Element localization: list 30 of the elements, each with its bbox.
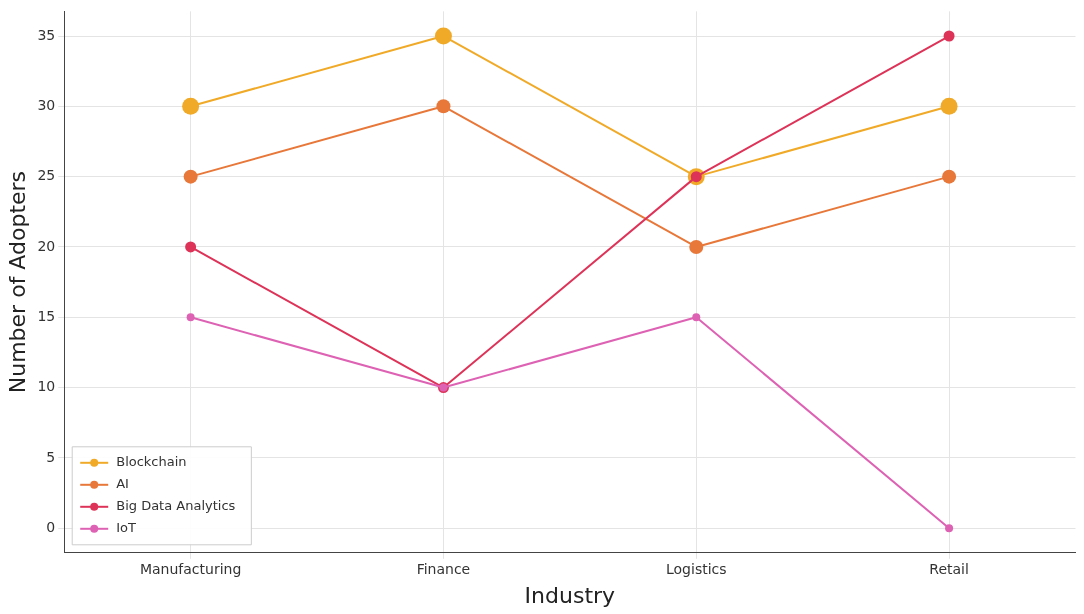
point (942, 169, 957, 184)
x-axis-title: Industry (524, 582, 616, 608)
x-tick-label: Finance (416, 560, 471, 577)
y-tick-label: 10 (37, 378, 56, 395)
legend-label: IoT (116, 520, 136, 536)
point (186, 313, 195, 322)
y-tick-label: 35 (37, 26, 56, 43)
y-tick-label: 5 (46, 448, 56, 465)
point (436, 99, 451, 114)
point (185, 241, 197, 253)
y-tick-label: 0 (46, 518, 56, 535)
point (434, 27, 452, 45)
y-axis-title: Number of Adopters (4, 170, 30, 394)
x-tick-label: Manufacturing (139, 560, 242, 577)
point (940, 97, 958, 115)
point (943, 30, 955, 42)
y-tick-label: 30 (37, 96, 56, 113)
point (945, 524, 954, 533)
x-tick-label: Logistics (665, 560, 727, 577)
legend-label: Big Data Analytics (116, 498, 236, 514)
y-tick-label: 20 (37, 237, 56, 254)
point (182, 97, 200, 115)
legend-label: Blockchain (116, 454, 187, 470)
legend-label: AI (116, 476, 129, 492)
y-tick-label: 15 (37, 307, 56, 324)
point (183, 169, 198, 184)
point (689, 239, 704, 254)
x-tick-label: Retail (929, 560, 969, 577)
point (692, 313, 701, 322)
y-tick-label: 25 (37, 167, 56, 184)
